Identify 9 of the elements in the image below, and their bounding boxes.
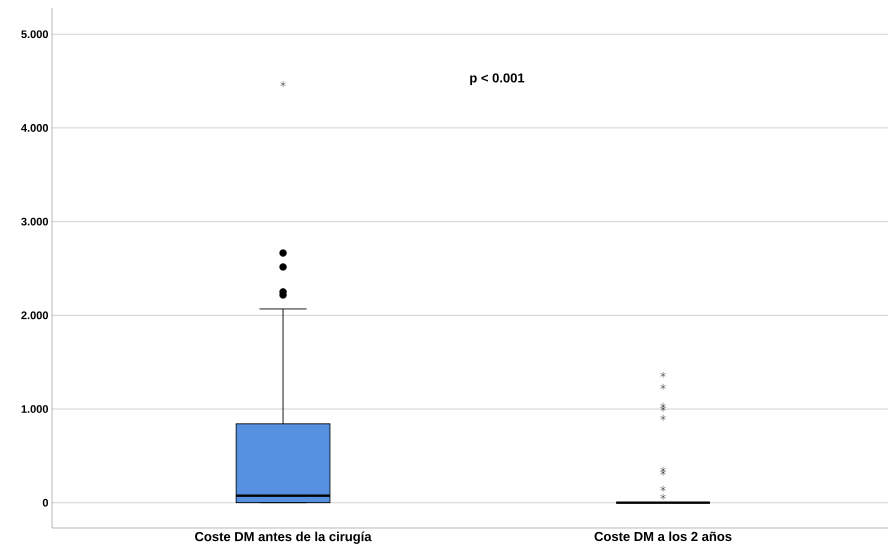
y-tick-label: 5.000 xyxy=(21,30,48,38)
y-tick-label: 4.000 xyxy=(21,124,48,132)
y-tick-label: 3.000 xyxy=(21,218,48,226)
x-tick-label: Coste DM a los 2 años xyxy=(594,532,732,542)
y-tick-label: 2.000 xyxy=(21,311,48,320)
x-tick-label: Coste DM antes de la cirugía xyxy=(195,532,372,544)
y-tick-label: 0 xyxy=(42,498,48,507)
y-tick-label: 1.000 xyxy=(22,405,48,413)
annotation: p < 0.001 xyxy=(470,73,524,86)
